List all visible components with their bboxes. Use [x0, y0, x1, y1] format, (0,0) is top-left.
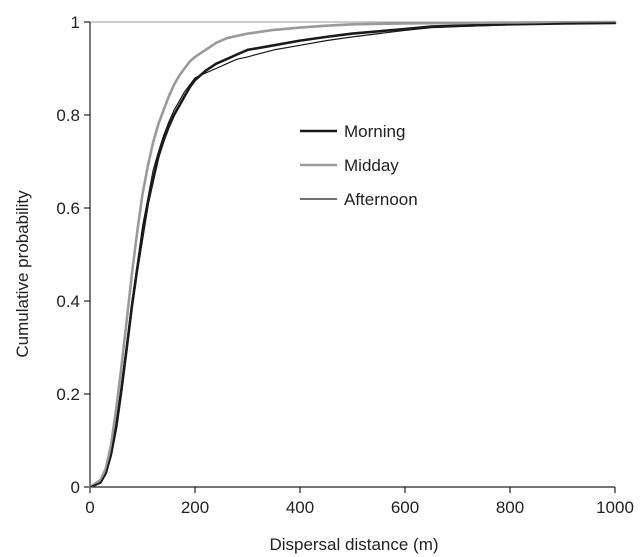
series-line-afternoon	[89, 22, 616, 488]
legend: Morning Midday Afternoon	[300, 122, 418, 209]
x-tick-label: 400	[286, 498, 314, 517]
y-tick-label: 1	[71, 13, 80, 32]
x-tick-label: 1000	[596, 498, 634, 517]
series-line-morning	[88, 21, 617, 489]
y-tick-label: 0.2	[56, 385, 80, 404]
x-tick-label: 600	[391, 498, 419, 517]
legend-label-afternoon: Afternoon	[344, 190, 418, 209]
plot-area	[89, 21, 615, 488]
y-tick-label: 0	[71, 478, 80, 497]
x-axis: 0 200 400 600 800 1000	[85, 487, 634, 517]
y-tick-label: 0.8	[56, 106, 80, 125]
y-tick-label: 0.6	[56, 199, 80, 218]
x-tick-label: 0	[85, 498, 94, 517]
series-line-midday	[88, 20, 617, 489]
series-layer	[88, 20, 617, 489]
x-tick-label: 200	[181, 498, 209, 517]
y-axis-title: Cumulative probability	[13, 190, 32, 358]
x-tick-label: 800	[496, 498, 524, 517]
y-tick-label: 0.4	[56, 292, 80, 311]
y-axis: 0 0.2 0.4 0.6 0.8 1	[56, 13, 90, 497]
legend-label-midday: Midday	[344, 156, 399, 175]
legend-label-morning: Morning	[344, 122, 405, 141]
x-axis-title: Dispersal distance (m)	[269, 535, 438, 554]
